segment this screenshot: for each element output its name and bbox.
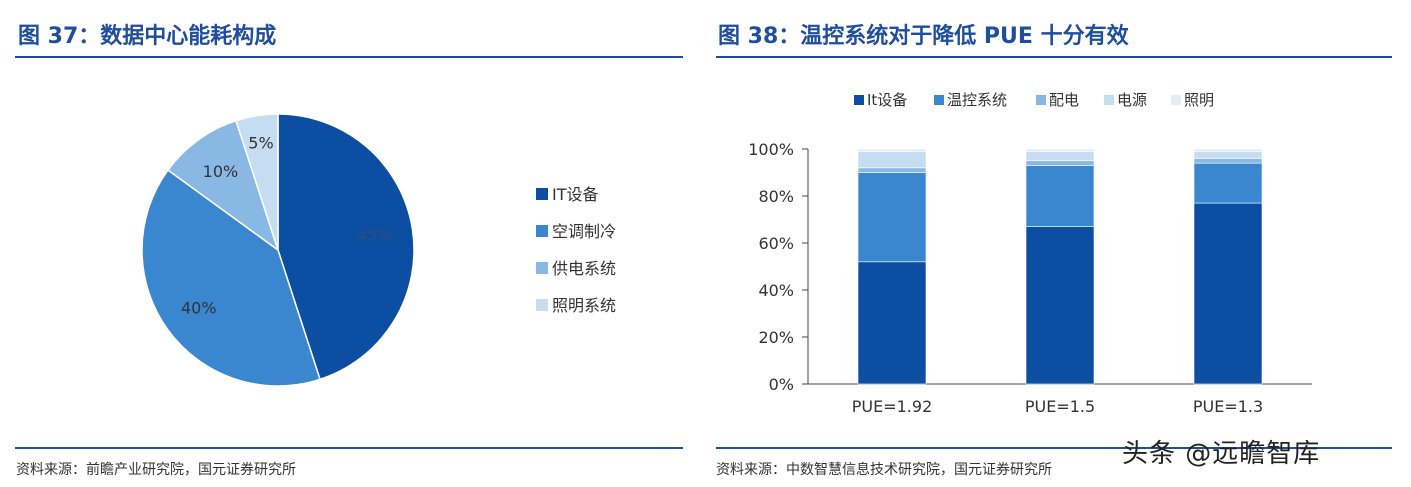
bar-segment-0-3: [857, 151, 927, 169]
bar-legend-swatch-4: [1171, 95, 1181, 105]
pie-slice-2: [166, 119, 280, 252]
bar-legend-swatch-2: [1036, 95, 1046, 105]
left-figure-panel: 图 37：数据中心能耗构成 45% 40% 10% 5% IT设备空调制冷供电系统照明系…: [0, 0, 690, 487]
bar-segment-1-4: [1025, 148, 1095, 152]
legend-swatch-1: [536, 225, 548, 237]
bar-segment-2-3: [1193, 151, 1263, 159]
bar-legend-label-0: It设备: [867, 91, 907, 109]
bar-segment-0-2: [857, 167, 927, 173]
bar-segment-2-1: [1193, 162, 1263, 204]
y-tick-label-1: 20%: [758, 328, 794, 347]
legend-swatch-2: [536, 262, 548, 274]
bar-legend-label-1: 温控系统: [947, 91, 1007, 109]
right-figure-panel: 图 38：温控系统对于降低 PUE 十分有效 It设备 温控系统 配电 电源 照明 0% 2…: [712, 0, 1411, 487]
pie-slice-label-3: 5%: [248, 134, 273, 153]
y-tick-label-3: 60%: [758, 234, 794, 253]
bar-segment-2-0: [1193, 202, 1263, 385]
pie-slice-label-2: 10%: [203, 162, 239, 181]
legend-label-0: IT设备: [552, 185, 599, 204]
y-tick-label-4: 80%: [758, 187, 794, 206]
left-source-note: 资料来源：前瞻产业研究院，国元证券研究所: [16, 462, 296, 478]
legend-label-1: 空调制冷: [552, 222, 616, 241]
bar-segment-2-4: [1193, 148, 1263, 152]
left-title-rule: [15, 56, 683, 58]
x-tick-label-2: PUE=1.3: [1193, 397, 1263, 416]
bar-legend-label-3: 电源: [1117, 91, 1147, 109]
legend-swatch-0: [536, 188, 548, 200]
y-tick-label-2: 40%: [758, 281, 794, 300]
pie-slice-label-0: 45%: [357, 226, 393, 245]
pie-slice-3: [235, 113, 279, 251]
bar-segment-1-1: [1025, 165, 1095, 227]
watermark-text: 头条 @远瞻智库: [1122, 439, 1321, 469]
bar-segment-0-0: [857, 261, 927, 385]
legend-swatch-3: [536, 299, 548, 311]
legend-label-3: 照明系统: [552, 296, 616, 315]
pie-slice-label-1: 40%: [181, 299, 217, 318]
bar-legend-swatch-3: [1104, 95, 1114, 105]
bar-segment-1-2: [1025, 160, 1095, 166]
bar-segment-1-3: [1025, 151, 1095, 162]
left-figure-title: 图 37：数据中心能耗构成: [18, 24, 277, 49]
stacked-bar-chart: It设备 温控系统 配电 电源 照明 0% 20% 40% 60% 80% 100% PUE=1.92…: [748, 91, 1312, 416]
right-source-rule: [716, 447, 1392, 449]
y-tick-label-5: 100%: [748, 140, 794, 159]
y-tick-label-0: 0%: [769, 375, 794, 394]
bar-segment-1-0: [1025, 226, 1095, 385]
x-tick-label-0: PUE=1.92: [852, 397, 933, 416]
bar-segment-2-2: [1193, 158, 1263, 164]
bar-legend-label-2: 配电: [1049, 91, 1079, 109]
legend-label-2: 供电系统: [552, 259, 616, 278]
bar-legend-swatch-1: [934, 95, 944, 105]
bar-segment-0-1: [857, 172, 927, 263]
x-tick-label-1: PUE=1.5: [1025, 397, 1095, 416]
bar-legend-label-4: 照明: [1184, 91, 1214, 109]
pie-slice-1: [141, 169, 321, 387]
right-title-rule: [716, 56, 1392, 58]
bar-segment-0-4: [857, 148, 927, 152]
right-source-note: 资料来源：中数智慧信息技术研究院，国元证券研究所: [716, 462, 1052, 478]
left-source-rule: [15, 447, 683, 449]
bar-legend-swatch-0: [854, 95, 864, 105]
pie-slice-0: [277, 113, 415, 381]
right-figure-title: 图 38：温控系统对于降低 PUE 十分有效: [718, 24, 1129, 49]
